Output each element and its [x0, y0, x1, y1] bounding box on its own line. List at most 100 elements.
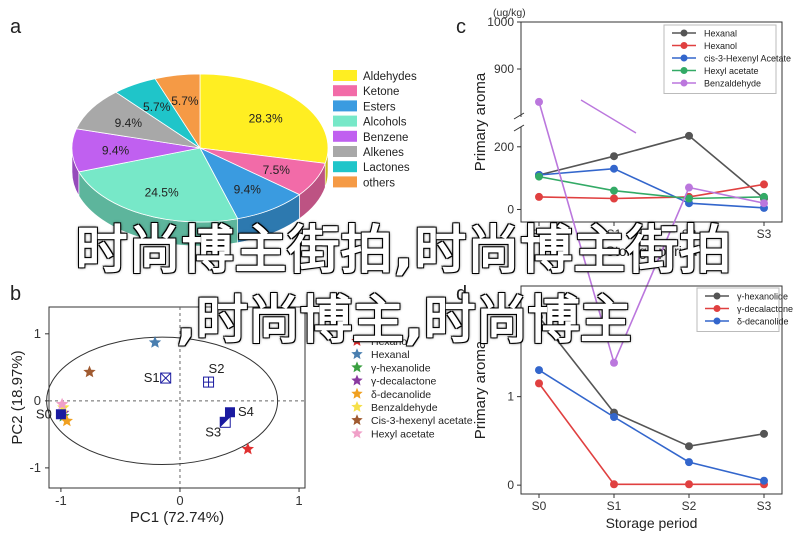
legend-marker — [713, 305, 721, 312]
sample-label: S1 — [144, 370, 160, 385]
series-point--decalactone — [535, 379, 543, 388]
series-point-hexyl-acetate — [610, 186, 618, 195]
legend-label: Ketone — [363, 86, 399, 98]
series-point--decanolide — [610, 412, 618, 421]
legend-marker — [680, 29, 688, 37]
legend-label: δ-decanolide — [371, 389, 431, 401]
legend-star--decalactone — [351, 374, 363, 386]
series-point--decanolide — [760, 476, 768, 485]
series-point-cis-3-hexenyl-acetate — [610, 164, 618, 173]
y-tick-label: 1000 — [487, 15, 514, 29]
pie-value-label: 9.4% — [234, 182, 262, 196]
legend-label: Hexanal — [704, 29, 737, 39]
legend-swatch-others — [333, 176, 357, 188]
sample-label: S0 — [36, 406, 52, 421]
legend-label: γ-decalactone — [371, 376, 437, 388]
legend-label: Hexyl acetate — [371, 428, 435, 440]
sample-marker-s3 — [219, 416, 231, 428]
panel-letter-a: a — [10, 16, 22, 38]
panel-letter-b: b — [10, 283, 21, 305]
line-chart-lactone-panel: S0 S1 S2 S3 Storage period Primary aroma 0 1 2 γ-… — [472, 285, 793, 531]
legend-star-hexyl-acetate — [351, 427, 363, 439]
y-tick-label: 2 — [507, 301, 514, 315]
series-point-benzaldehyde — [760, 199, 768, 208]
marker-square — [55, 409, 66, 420]
series-line--decanolide — [538, 369, 765, 482]
series-line--decalactone — [538, 382, 764, 486]
y-axis-label: Primary aroma — [472, 340, 489, 439]
legend-label: Benzene — [363, 132, 408, 144]
legend-label: Lactones — [363, 162, 410, 174]
legend-swatch-alkenes — [333, 146, 357, 157]
axis-break-gap — [513, 117, 527, 127]
legend-star-benzaldehyde — [351, 401, 363, 412]
pie-slice-aldehydes — [199, 73, 329, 164]
legend-star--decanolide — [351, 387, 363, 399]
marker-square — [224, 407, 235, 418]
pie-slice-alcohols — [78, 147, 239, 223]
legend-marker — [713, 317, 721, 325]
series-point--decanolide — [535, 366, 543, 375]
series-point-hexyl-acetate — [535, 172, 543, 181]
y-axis-label: Primary aroma — [472, 72, 489, 171]
sample-label: S4 — [238, 404, 254, 419]
series-point--hexanolide — [535, 312, 543, 321]
loading-star-hexyl-acetate — [55, 397, 69, 410]
axis-break-mark — [513, 112, 525, 132]
legend-star-cis-3-hexenyl-acetate — [351, 414, 363, 426]
legend-label: others — [363, 177, 395, 189]
y-tick-label: 900 — [494, 62, 514, 76]
legend-label: γ-hexanolide — [371, 362, 431, 374]
legend-marker — [680, 42, 688, 49]
plot-frame — [520, 285, 783, 495]
legend-label: Cis-3-hexenyl acetate — [371, 415, 473, 427]
x-axis-label: Storage period — [606, 515, 698, 531]
y-tick-label: 0 — [34, 393, 41, 408]
legend-swatch-lactones — [333, 161, 357, 173]
legend-swatch-ketone — [333, 85, 357, 97]
series-point--decanolide — [685, 458, 693, 467]
series-point-hexanol — [610, 194, 618, 203]
loading-star-cis-3-hexenyl-acetate — [83, 365, 96, 378]
legend-swatch-alcohols — [333, 115, 357, 127]
x-tick-label: S1 — [607, 227, 622, 241]
sample-marker-s0 — [55, 409, 66, 420]
legend-label: Alcohols — [363, 117, 407, 129]
sample-marker-s2 — [203, 376, 215, 388]
x-tick-label: S1 — [607, 499, 622, 513]
legend-star-hexanal — [351, 348, 363, 360]
legend-swatch-aldehydes — [333, 70, 357, 81]
legend-marker — [680, 79, 688, 87]
x-tick-label: S0 — [532, 227, 547, 241]
x-axis-label: Storage period — [606, 243, 698, 259]
y-tick-label: -1 — [29, 460, 41, 475]
confidence-ellipse — [46, 336, 279, 466]
legend-label: Alkenes — [363, 147, 404, 159]
x-tick-label: S2 — [682, 499, 697, 513]
x-tick-label: 1 — [295, 493, 302, 508]
pie-slice-benzene — [71, 128, 201, 173]
series-point-hexyl-acetate — [760, 192, 768, 201]
legend-label: Hexanol — [704, 41, 737, 51]
legend-label: Hexyl acetate — [704, 66, 759, 76]
pie-value-label: 9.4% — [115, 116, 143, 130]
pie-slice-esters — [199, 147, 301, 220]
sample-label: S3 — [205, 424, 221, 439]
legend-label: γ-decalactone — [737, 304, 793, 314]
legend-label: δ-decanolide — [737, 317, 789, 327]
sample-marker-s1 — [160, 372, 172, 384]
x-tick-label: 0 — [176, 493, 183, 508]
pie-slice-others — [154, 73, 201, 150]
legend-swatch-benzene — [333, 130, 357, 142]
series-point-benzaldehyde — [535, 97, 543, 106]
legend-label: cis-3-Hexenyl Acetate — [704, 54, 791, 64]
series-line-hexanal — [538, 134, 765, 200]
y-tick-label: 200 — [494, 140, 514, 154]
legend-marker — [713, 292, 721, 300]
series-break-connector — [580, 99, 637, 134]
line-chart-aroma-panel: (ug/kg) S0 S1 S2 S3 Storage period Primary aro… — [472, 7, 791, 367]
loading-star--decanolide — [60, 414, 73, 427]
legend-star--hexanolide — [351, 361, 363, 373]
pie-value-label: 28.3% — [249, 111, 283, 125]
